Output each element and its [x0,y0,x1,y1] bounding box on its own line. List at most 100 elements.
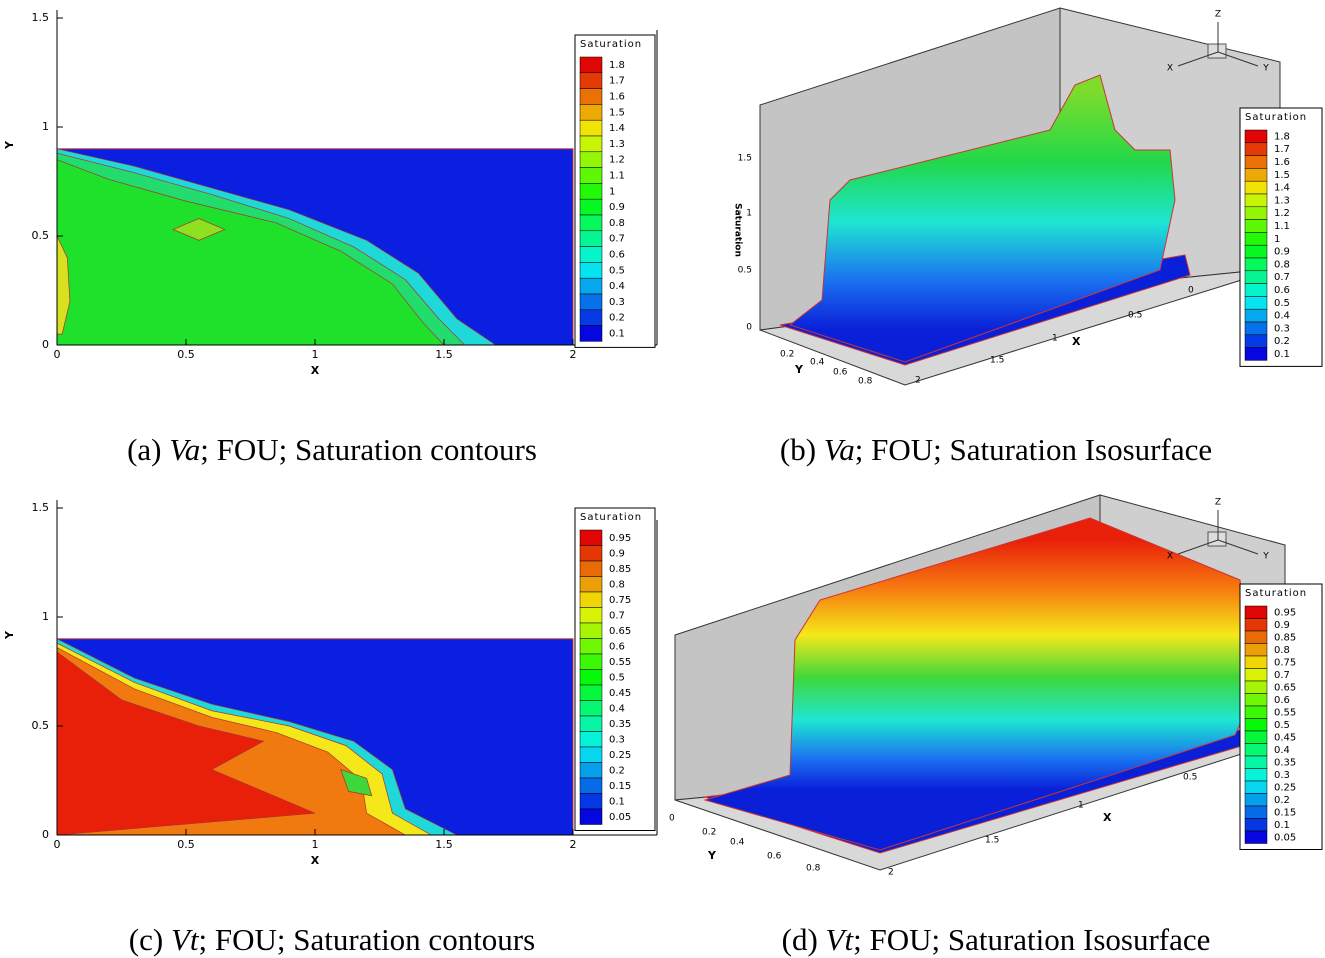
legend-label: 0.55 [1274,707,1296,718]
legend-label: 0.2 [1274,795,1290,806]
legend-swatch [579,529,603,546]
legend-label: 0.7 [1274,670,1290,681]
x-tick-label: 1 [1078,801,1084,811]
legend-label: 1.6 [1274,157,1290,168]
legend-swatch [579,576,603,593]
legend-swatch [579,167,603,184]
legend-label: 1.3 [1274,195,1290,206]
legend-label: 0.65 [1274,682,1296,693]
legend-swatch [1244,180,1268,195]
y-tick-label: 1.5 [32,501,50,514]
legend-swatch [1244,830,1268,844]
legend-label: 1.6 [609,92,625,103]
legend-swatch [1244,755,1268,769]
legend-swatch [1244,655,1268,669]
legend-label: 0.2 [609,313,625,324]
x-tick-label: 0.5 [1183,773,1197,783]
legend-title: Saturation [1245,112,1307,123]
y-tick-label: 0 [42,828,49,841]
legend-label: 0.85 [609,564,631,575]
legend-label: 0.05 [1274,832,1296,843]
panel-a: 0 0.5 1 1.5 2 0 0.5 1 1.5 X Y Saturation 1.8 1.7 1.6 1.… [3,10,658,377]
legend-label: 0.1 [1274,349,1290,360]
legend-swatch [579,700,603,717]
caption: (c) Vt; FOU; Saturation contours [129,922,535,958]
y-tick-label: 0.4 [810,358,825,368]
legend-swatch [1244,630,1268,644]
legend-swatch [1244,793,1268,807]
x-tick-label: 1.5 [435,348,453,361]
legend-swatch [579,808,603,825]
z-tick-label: 1.5 [738,154,752,164]
legend-label: 0.7 [1274,272,1290,283]
x-tick-label: 0 [54,348,61,361]
x-tick-label: 1 [1052,334,1058,344]
legend-swatch [579,545,603,562]
legend-swatch [579,591,603,608]
legend-label: 1.8 [609,60,625,71]
legend-label: 0.75 [1274,657,1296,668]
contour-region [340,769,373,797]
y-tick-label: 0.6 [767,852,782,862]
x-axis-label: X [1103,811,1112,824]
legend-swatch [579,56,603,74]
legend-swatch [1244,219,1268,233]
legend-label: 1.7 [609,76,625,87]
panel-d: 0.5 1 1.5 2 0 0.2 0.4 0.6 0.8 X Y X Y Z Saturation 0.95… [669,494,1323,878]
x-tick-label: 0 [1188,286,1194,296]
legend-swatch [1244,605,1268,619]
x-tick-label: 0.5 [177,838,195,851]
legend-label: 0.05 [609,812,631,823]
y-tick-label: 0.2 [702,828,716,838]
legend-swatch [1244,257,1268,272]
legend-label: 1.4 [609,123,625,134]
y-tick-label: 0.5 [32,229,50,242]
x-tick-label: 0 [54,838,61,851]
x-tick-label: 2 [888,868,894,878]
y-tick-label: 1 [42,120,49,133]
legend-label: 0.6 [609,641,625,652]
legend-swatch [579,135,603,153]
legend-swatch [579,325,603,342]
caption-label: (d) [781,922,818,957]
caption-model: Vt [170,922,199,957]
legend-label: 1.5 [1274,170,1290,181]
legend-swatch [579,183,603,200]
x-tick-label: 2 [570,348,577,361]
orientation-axis [1177,539,1219,555]
legend-label: 0.6 [1274,285,1290,296]
y-axis-label: Y [3,140,16,150]
legend-label: 0.2 [1274,336,1290,347]
legend-label: 0.45 [609,688,631,699]
legend-swatch [579,104,603,121]
legend-label: 1.7 [1274,144,1290,155]
legend-swatch [1244,718,1268,732]
legend-label: 0.8 [1274,259,1290,270]
legend-swatch [1244,129,1268,144]
legend-label: 1.8 [1274,131,1290,142]
caption-label: (c) [128,922,164,957]
legend-swatch [579,262,603,279]
legend-label: 0.35 [609,719,631,730]
legend-label: 0.5 [1274,298,1290,309]
legend-title: Saturation [1245,588,1307,599]
orientation-label: Y [1262,552,1269,562]
legend-swatch [579,607,603,624]
legend-swatch [1244,296,1268,310]
z-tick-label: 0 [746,323,752,333]
legend-label: 0.4 [1274,745,1290,756]
caption-label: (a) [127,432,162,467]
legend-swatch [1244,618,1268,632]
y-axis-label: Y [707,849,717,862]
legend-label: 0.9 [1274,247,1290,258]
x-tick-label: 2 [915,376,921,386]
caption-text: ; FOU; Saturation contours [200,432,537,467]
x-tick-label: 1.5 [435,838,453,851]
legend-swatch [579,119,603,137]
legend-label: 0.3 [1274,770,1290,781]
x-tick-label: 1 [312,348,319,361]
legend-swatch [579,638,603,655]
legend-swatch [1244,334,1268,348]
legend-title: Saturation [580,39,642,50]
legend-label: 1.4 [1274,183,1290,194]
